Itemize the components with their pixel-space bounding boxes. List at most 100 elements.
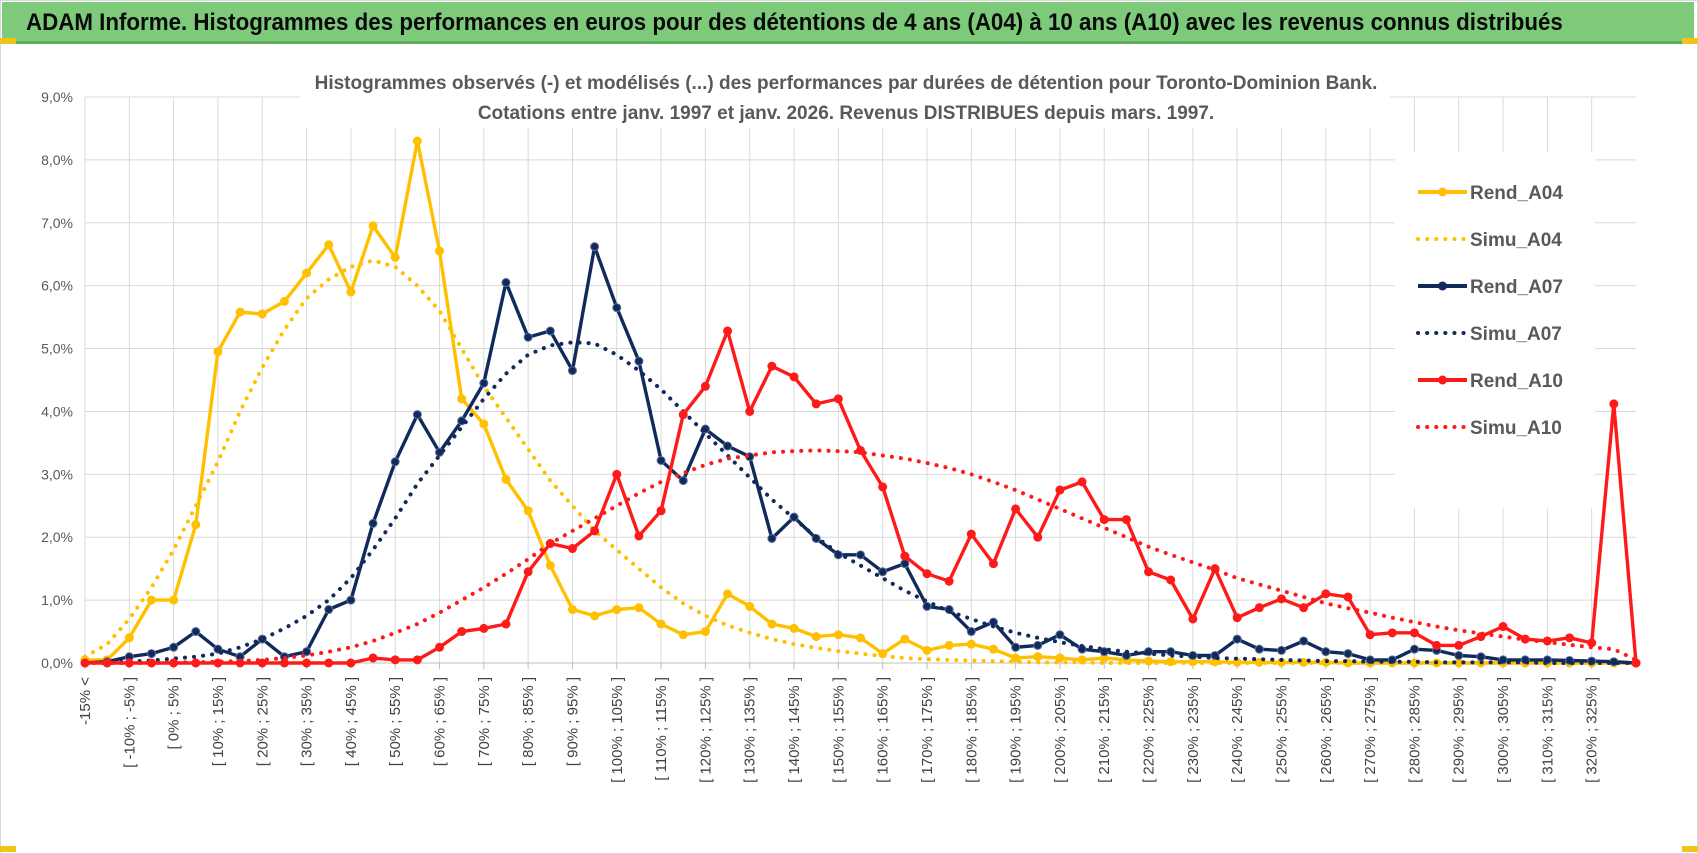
data-point-rend_a07	[1055, 630, 1065, 640]
y-tick-label: 3,0%	[41, 466, 73, 482]
data-point-rend_a10	[1454, 640, 1464, 650]
data-point-rend_a10	[302, 658, 312, 668]
data-point-rend_a10	[612, 469, 622, 479]
data-point-rend_a04	[257, 309, 267, 319]
data-point-rend_a07	[368, 518, 378, 528]
x-tick-label: [ 240% ; 245% ]	[1229, 677, 1246, 783]
x-tick-label: [ 10% ; 15% ]	[210, 677, 227, 766]
chart-title-line-2: Cotations entre janv. 1997 et janv. 2026…	[478, 103, 1214, 124]
legend-label-simu_a07: Simu_A07	[1470, 324, 1562, 345]
data-point-rend_a04	[501, 474, 511, 484]
data-point-rend_a10	[390, 655, 400, 665]
legend-label-rend_a04: Rend_A04	[1470, 183, 1563, 204]
data-point-rend_a10	[745, 406, 755, 416]
y-tick-label: 5,0%	[41, 341, 73, 357]
data-point-rend_a07	[678, 476, 688, 486]
x-tick-label: [ 190% ; 195% ]	[1008, 677, 1025, 783]
y-tick-label: 0,0%	[41, 655, 73, 671]
data-point-rend_a07	[1299, 636, 1309, 646]
data-point-rend_a04	[213, 347, 223, 357]
corner-mark-top-left	[0, 38, 16, 44]
data-point-rend_a07	[1099, 647, 1109, 657]
x-tick-label: [ 210% ; 215% ]	[1096, 677, 1113, 783]
x-tick-label: [ 320% ; 325% ]	[1584, 677, 1601, 783]
data-point-rend_a10	[324, 658, 334, 668]
data-point-rend_a04	[700, 627, 710, 637]
data-point-rend_a04	[767, 619, 777, 629]
data-point-rend_a04	[678, 630, 688, 640]
series-layer	[80, 136, 1641, 668]
data-point-rend_a10	[257, 658, 267, 668]
data-point-rend_a04	[302, 268, 312, 278]
y-tick-label: 4,0%	[41, 403, 73, 419]
data-point-rend_a10	[590, 526, 600, 536]
x-tick-label: [ 290% ; 295% ]	[1451, 677, 1468, 783]
data-point-rend_a07	[900, 559, 910, 569]
data-point-rend_a07	[1276, 645, 1286, 655]
y-tick-label: 7,0%	[41, 215, 73, 231]
x-tick-label: [ 60% ; 65% ]	[432, 677, 449, 766]
x-tick-label: [ 50% ; 55% ]	[387, 677, 404, 766]
data-point-rend_a04	[368, 221, 378, 231]
data-point-rend_a07	[1454, 650, 1464, 660]
x-tick-label: [ 260% ; 265% ]	[1318, 677, 1335, 783]
data-point-rend_a07	[656, 455, 666, 465]
data-point-rend_a04	[279, 296, 289, 306]
data-point-rend_a04	[612, 605, 622, 615]
data-point-rend_a04	[1033, 652, 1043, 662]
data-point-rend_a07	[634, 356, 644, 366]
data-point-rend_a10	[1409, 628, 1419, 638]
data-point-rend_a04	[1011, 653, 1021, 663]
data-point-rend_a07	[922, 601, 932, 611]
legend-label-rend_a07: Rend_A07	[1470, 277, 1563, 298]
data-point-rend_a04	[944, 640, 954, 650]
series-line-simu_a07	[83, 340, 1638, 665]
data-point-rend_a10	[1144, 567, 1154, 577]
chart-title-line-1: Histogrammes observés (-) et modélisés (…	[315, 73, 1378, 94]
data-point-rend_a10	[944, 576, 954, 586]
series-line-simu_a04	[83, 258, 1638, 665]
x-tick-label: [ 130% ; 135% ]	[742, 677, 759, 783]
data-point-rend_a04	[1055, 653, 1065, 663]
legend-label-rend_a10: Rend_A10	[1470, 371, 1563, 392]
data-point-rend_a04	[988, 644, 998, 654]
data-point-rend_a04	[235, 307, 245, 317]
data-point-rend_a04	[124, 633, 134, 643]
data-point-rend_a10	[656, 506, 666, 516]
data-point-rend_a04	[856, 633, 865, 643]
data-point-rend_a07	[1409, 644, 1419, 654]
data-point-rend_a07	[1476, 652, 1486, 662]
legend-marker-rend_a04	[1438, 187, 1447, 197]
x-tick-label: [ 30% ; 35% ]	[299, 677, 316, 766]
data-point-rend_a04	[346, 287, 356, 297]
data-point-rend_a10	[1299, 603, 1309, 613]
data-point-rend_a10	[1565, 633, 1575, 643]
data-point-rend_a10	[1498, 622, 1508, 632]
data-point-rend_a10	[1077, 477, 1087, 487]
x-tick-label: [ 20% ; 25% ]	[254, 677, 271, 766]
y-tick-label: 6,0%	[41, 278, 73, 294]
legend-background	[1395, 152, 1595, 508]
data-point-rend_a10	[1609, 399, 1619, 409]
data-point-rend_a10	[1188, 614, 1198, 624]
data-point-rend_a04	[900, 634, 910, 644]
data-point-rend_a07	[501, 278, 511, 288]
x-tick-label: [ 90% ; 95% ]	[564, 677, 581, 766]
data-point-rend_a04	[479, 419, 489, 429]
legend-label-simu_a04: Simu_A04	[1470, 230, 1562, 251]
corner-mark-bottom-left	[0, 846, 16, 852]
data-point-rend_a04	[146, 595, 156, 605]
data-point-rend_a04	[457, 394, 467, 404]
data-point-rend_a04	[789, 623, 799, 633]
legend-marker-rend_a10	[1438, 375, 1447, 385]
x-tick-label: [ 270% ; 275% ]	[1362, 677, 1379, 783]
x-tick-label: -15% <	[77, 677, 94, 725]
data-point-rend_a04	[966, 639, 976, 649]
data-point-rend_a07	[346, 595, 356, 605]
data-point-rend_a10	[1276, 594, 1286, 604]
legend: Rend_A04 Simu_A04 Rend_A07 Simu_A07 Rend_A10…	[1395, 152, 1595, 508]
data-point-rend_a10	[1055, 485, 1065, 495]
data-point-rend_a10	[1321, 589, 1331, 599]
data-point-rend_a10	[922, 569, 932, 579]
data-point-rend_a07	[545, 326, 555, 336]
